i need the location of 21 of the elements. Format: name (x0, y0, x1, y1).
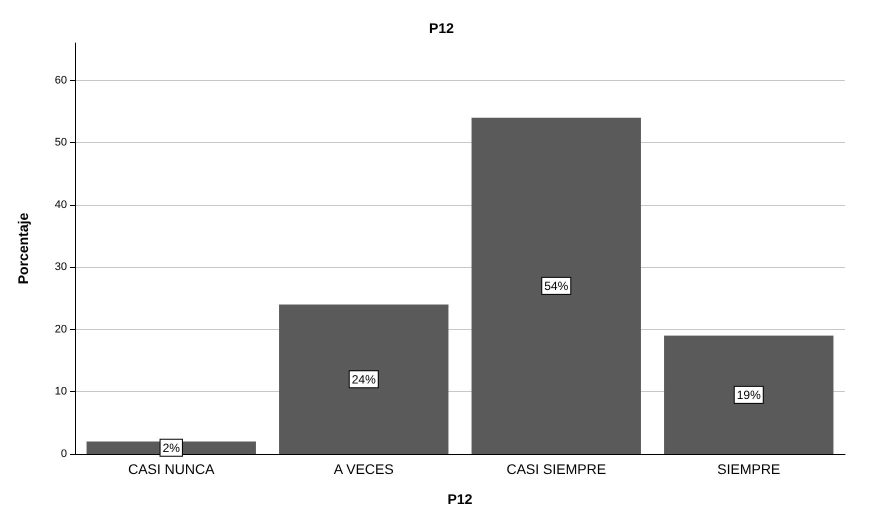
y-tick-label: 50 (54, 136, 67, 149)
x-tick-label: CASI SIEMPRE (506, 461, 606, 477)
bar (664, 336, 834, 454)
y-tick-label: 20 (54, 323, 67, 336)
x-tick-label: A VECES (334, 461, 394, 477)
y-tick-label: 60 (54, 74, 67, 86)
bar (279, 304, 448, 454)
x-axis-title: P12 (448, 491, 473, 507)
chart-title: P12 (429, 20, 454, 36)
x-tick-label: CASI NUNCA (128, 461, 216, 477)
y-tick-label: 40 (54, 198, 67, 211)
data-label: 2% (162, 440, 180, 455)
y-tick-label: 30 (54, 261, 67, 274)
data-label: 19% (736, 388, 762, 402)
y-tick-label: 0 (60, 448, 67, 460)
bar (472, 118, 641, 454)
data-label: 24% (352, 372, 376, 386)
y-axis-title: Porcentaje (15, 212, 31, 284)
data-label: 54% (544, 278, 569, 293)
x-tick-label: SIEMPRE (717, 461, 780, 477)
y-tick-label: 10 (54, 386, 67, 398)
